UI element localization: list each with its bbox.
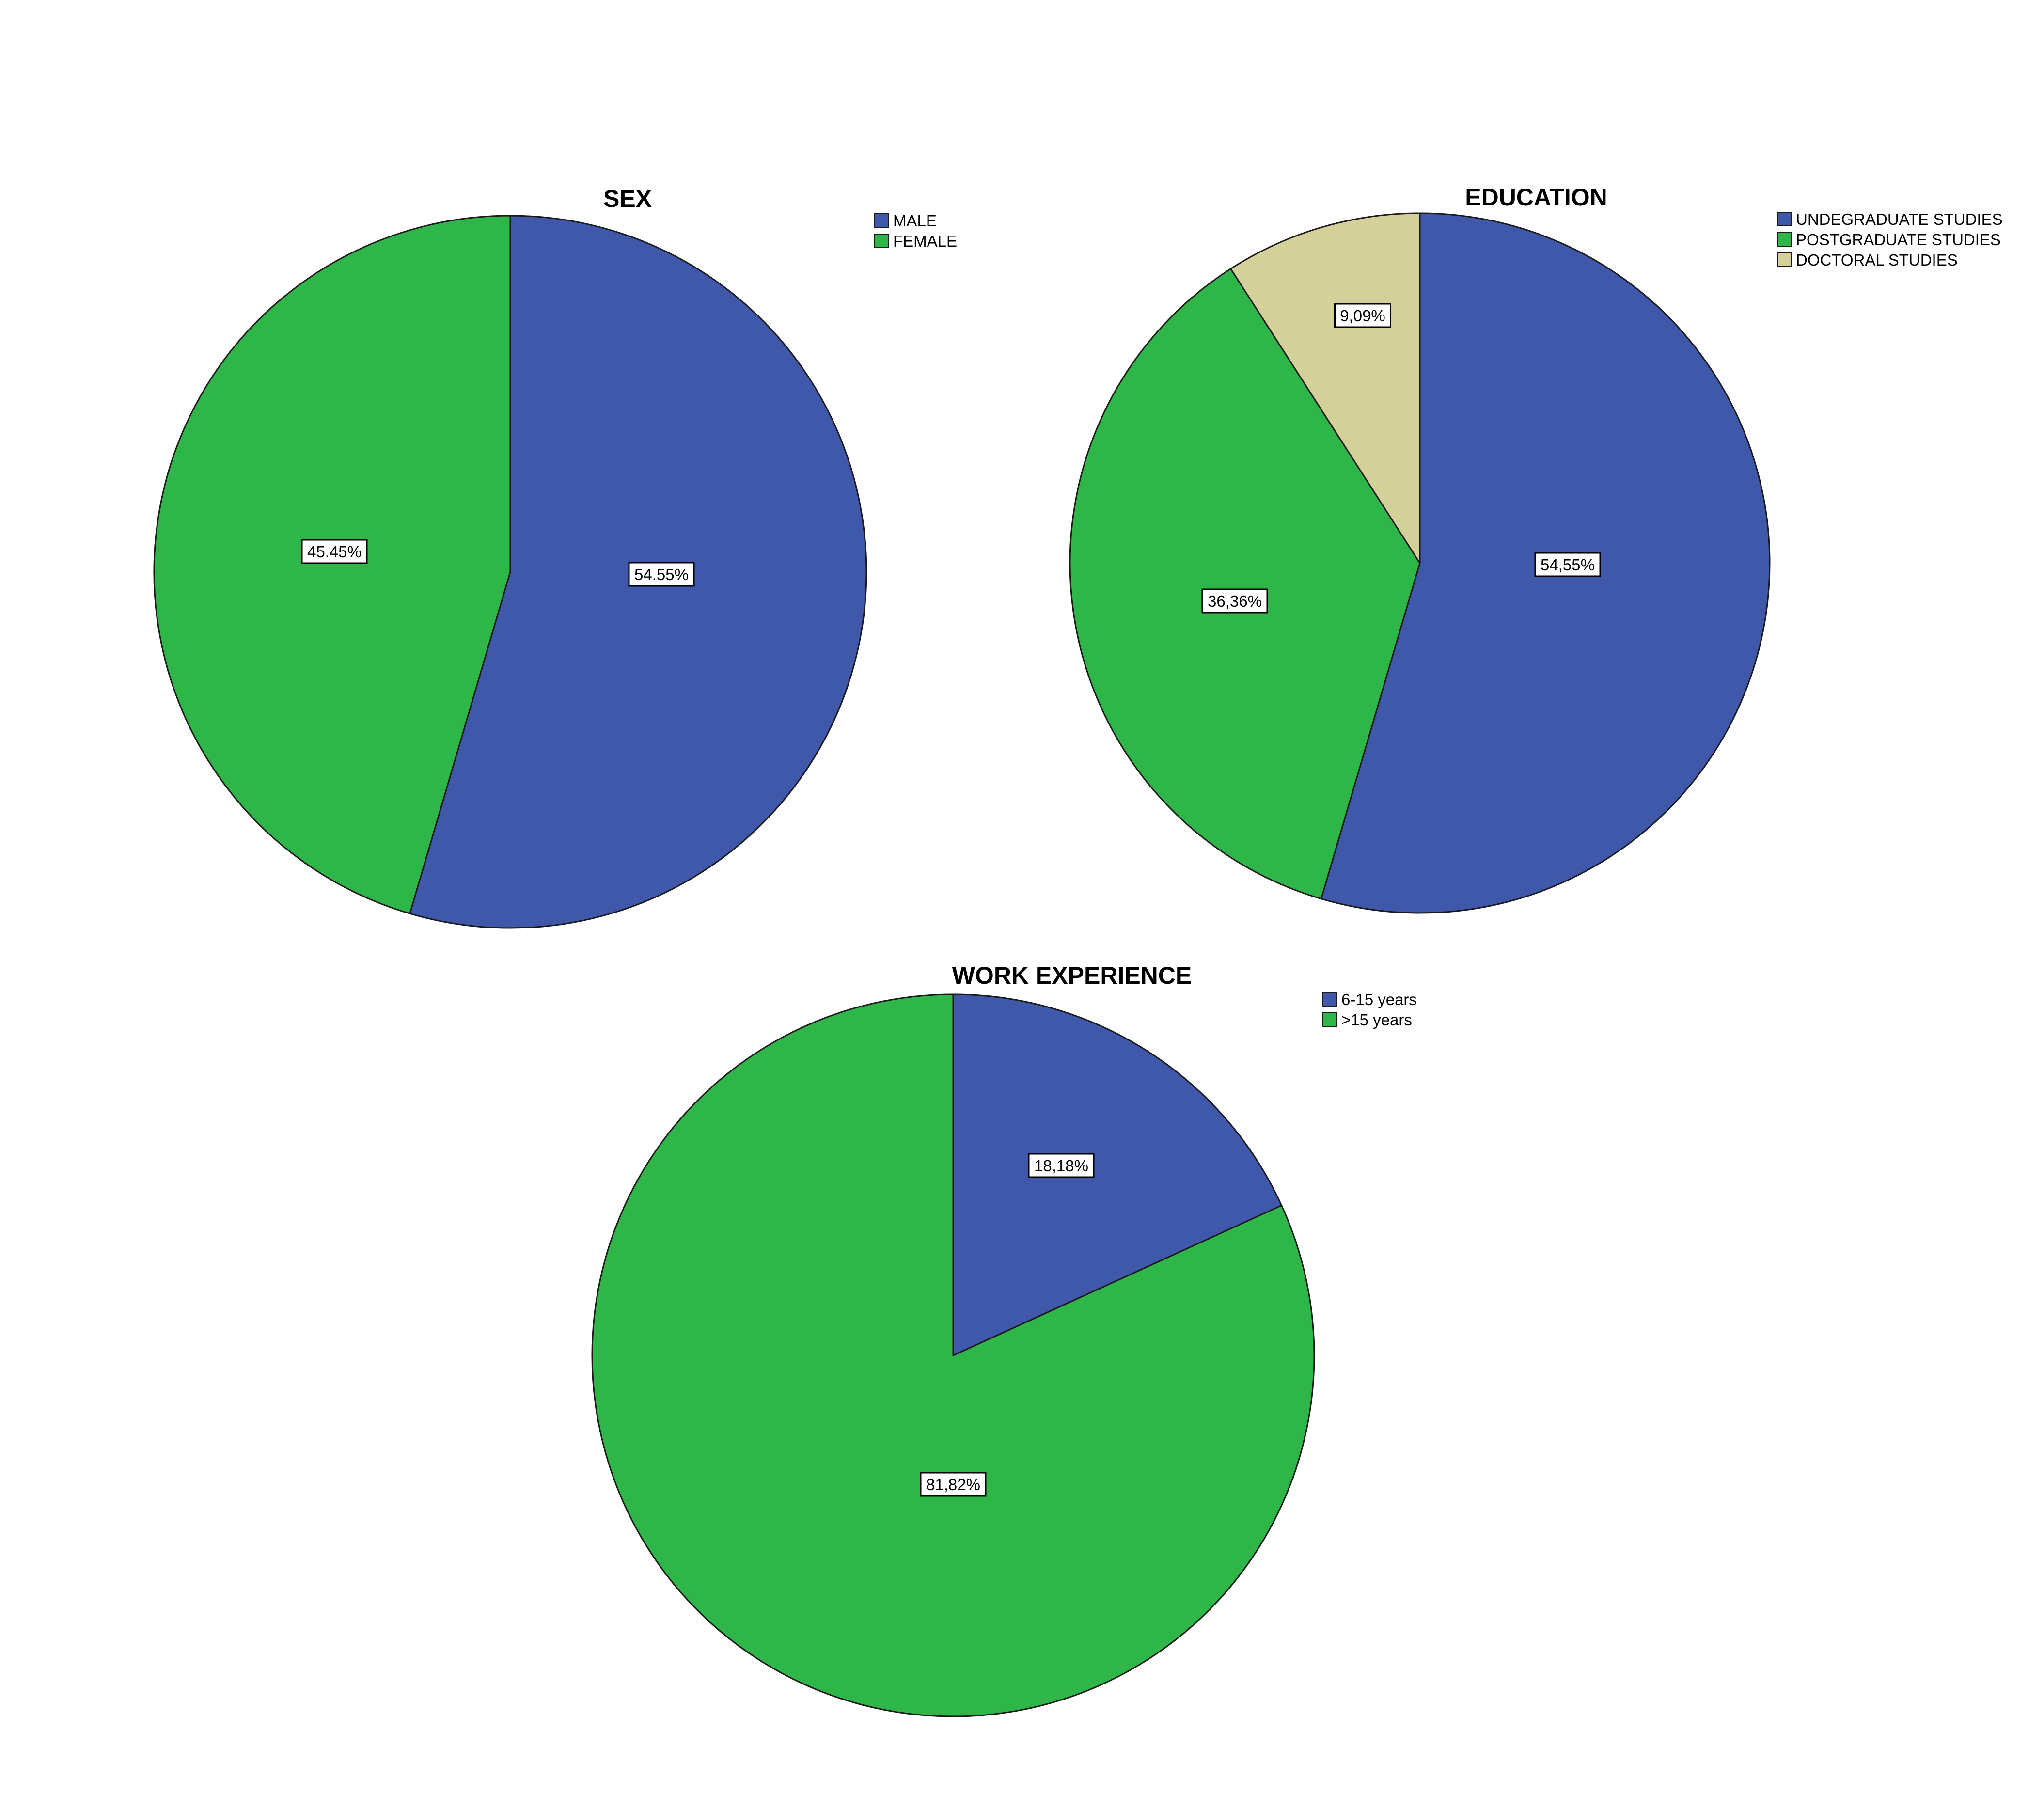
legend-swatch-postgraduate-studies <box>1777 232 1792 247</box>
pie-chart-sex: SEX 54.55% 45.45% MALE FEMALE <box>153 185 957 929</box>
legend-label-female: FEMALE <box>893 232 957 250</box>
pie-chart-education: EDUCATION 54,55% 36,36% 9,09% UNDEGRADUATE… <box>1069 184 2003 914</box>
legend-label-15-years: >15 years <box>1341 1011 1412 1029</box>
data-label-text: 18,18% <box>1034 1157 1088 1175</box>
data-label-text: 36,36% <box>1208 592 1262 610</box>
legend-swatch-15-years <box>1322 1012 1337 1027</box>
data-label-undegraduate-studies: 54,55% <box>1534 552 1601 577</box>
data-label-text: 54,55% <box>1541 556 1595 574</box>
legend-swatch-undegraduate-studies <box>1777 212 1792 226</box>
legend-swatch-female <box>874 234 889 248</box>
pie-data-labels: 18,18% 81,82% <box>920 1153 1095 1497</box>
data-label-male: 54.55% <box>628 562 695 587</box>
data-label-doctoral-studies: 9,09% <box>1334 303 1391 328</box>
pie-slice-15-years <box>591 993 1315 1717</box>
data-label-15-years: 81,82% <box>920 1472 987 1497</box>
legend-swatch-6-15-years <box>1322 992 1337 1007</box>
pie-slice-postgraduate-studies <box>1069 268 1421 900</box>
pie-slice-6-15-years <box>952 993 1283 1356</box>
legend-label-6-15-years: 6-15 years <box>1341 991 1417 1008</box>
data-label-box <box>628 562 695 587</box>
chart-title: WORK EXPERIENCE <box>952 962 1192 989</box>
data-label-text: 54.55% <box>634 566 689 583</box>
chart-legend: MALE FEMALE <box>874 212 957 250</box>
data-label-box <box>1028 1153 1095 1178</box>
data-label-text: 9,09% <box>1340 307 1385 325</box>
pie-data-labels: 54.55% 45.45% <box>301 539 695 587</box>
pie-slice-female <box>153 215 511 914</box>
data-label-text: 81,82% <box>926 1476 980 1494</box>
data-label-box <box>301 539 368 564</box>
chart-legend: UNDEGRADUATE STUDIES POSTGRADUATE STUDIES… <box>1777 210 2003 269</box>
legend-label-male: MALE <box>893 212 937 230</box>
chart-title: EDUCATION <box>1465 184 1607 211</box>
pie-slices <box>591 993 1315 1717</box>
chart-legend: 6-15 years >15 years <box>1322 991 1417 1029</box>
pie-slices <box>1069 212 1771 914</box>
legend-label-doctoral-studies: DOCTORAL STUDIES <box>1796 251 1958 269</box>
legend-label-undegraduate-studies: UNDEGRADUATE STUDIES <box>1796 210 2003 228</box>
data-label-box <box>920 1472 987 1497</box>
chart-title: SEX <box>603 185 652 212</box>
legend-swatch-doctoral-studies <box>1777 252 1792 267</box>
legend-swatch-male <box>874 213 889 228</box>
data-label-box <box>1201 588 1268 614</box>
data-label-box <box>1534 552 1601 577</box>
data-label-6-15-years: 18,18% <box>1028 1153 1095 1178</box>
data-label-female: 45.45% <box>301 539 368 564</box>
data-label-text: 45.45% <box>307 543 362 561</box>
pie-data-labels: 54,55% 36,36% 9,09% <box>1201 303 1601 614</box>
legend-label-postgraduate-studies: POSTGRADUATE STUDIES <box>1796 231 2001 249</box>
pie-slice-doctoral-studies <box>1230 212 1421 564</box>
data-label-box <box>1334 303 1391 328</box>
data-label-postgraduate-studies: 36,36% <box>1201 588 1268 614</box>
pie-chart-work-experience: WORK EXPERIENCE 18,18% 81,82% 6-15 years >… <box>591 962 1417 1717</box>
pie-slices <box>153 215 867 929</box>
